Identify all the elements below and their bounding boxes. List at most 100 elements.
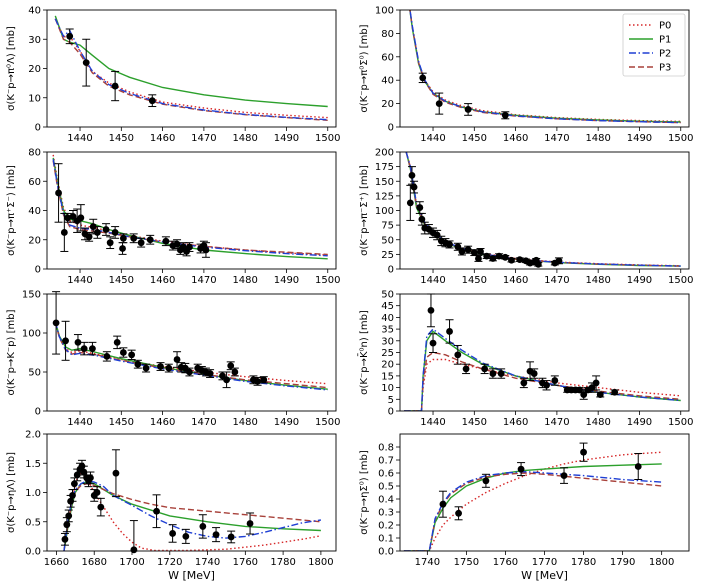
- x-tick-label: 1440: [420, 133, 445, 144]
- y-tick-label: 0.8: [378, 443, 394, 454]
- x-tick-label: 1460: [150, 133, 175, 144]
- experimental-data: [426, 293, 619, 400]
- y-tick-label: 0: [388, 123, 394, 134]
- x-tick-label: 1780: [270, 557, 295, 568]
- data-point: [103, 353, 111, 360]
- plot-frame: [399, 293, 690, 412]
- data-point: [580, 391, 588, 399]
- y-tick-label: 80: [381, 29, 394, 40]
- data-point: [173, 240, 181, 248]
- y-tick-label: 40: [381, 313, 394, 324]
- y-tick-label: 40: [381, 76, 394, 87]
- x-tick-label: 1490: [627, 275, 652, 286]
- data-point: [223, 376, 230, 384]
- data-point: [433, 231, 441, 239]
- y-tick-label: 0.6: [378, 469, 394, 480]
- data-point: [66, 32, 74, 40]
- x-tick-label: 1500: [315, 417, 340, 428]
- y-tick-label: 1.0: [25, 488, 41, 499]
- x-tick-label: 1450: [109, 275, 134, 286]
- y-tick-label: 0: [35, 123, 41, 134]
- data-point: [419, 74, 427, 82]
- data-point: [406, 199, 414, 207]
- y-tick-label: 100: [375, 6, 394, 17]
- data-point: [501, 111, 509, 119]
- data-point: [416, 204, 424, 211]
- y-tick-label: 10: [381, 383, 394, 394]
- data-point: [477, 248, 484, 255]
- data-point: [69, 492, 76, 499]
- chart-panel-6: 1440 1450 1460 1470 1480 1490 1500 051015202530…: [357, 290, 693, 429]
- x-tick-label: 1490: [274, 133, 299, 144]
- y-tick-label: 30: [381, 336, 394, 347]
- x-tick-label: 1700: [119, 557, 144, 568]
- y-tick-label: 20: [28, 64, 41, 75]
- data-point: [199, 523, 207, 530]
- data-point: [454, 351, 462, 359]
- y-tick-label: 50: [28, 368, 41, 379]
- y-tick-label: 0.5: [25, 517, 41, 528]
- data-point: [70, 480, 78, 488]
- data-point: [489, 255, 497, 262]
- x-tick-label: 1450: [462, 275, 487, 286]
- data-point: [93, 229, 101, 236]
- chart-panel-4: 1440 1450 1460 1470 1480 1490 1500 0 25 50 75 100 12…: [359, 148, 693, 287]
- y-tick-label: 30: [28, 35, 41, 46]
- experimental-data: [65, 28, 157, 108]
- x-tick-label: 1460: [503, 417, 528, 428]
- panels-group: 1440 1450 1460 1470 1480 1490 1500 0 10 20 30 40 σ(K…: [6, 6, 693, 583]
- data-point: [186, 243, 193, 251]
- data-point: [254, 377, 261, 385]
- data-point: [165, 364, 173, 372]
- data-point: [462, 365, 470, 373]
- x-tick-label: 1460: [503, 133, 528, 144]
- data-point: [555, 257, 563, 265]
- data-point: [173, 356, 181, 363]
- model-curves: [409, 10, 681, 124]
- x-tick-label: 1780: [571, 557, 596, 568]
- x-tick-label: 1470: [191, 133, 216, 144]
- y-tick-label: 100: [375, 206, 394, 217]
- data-point: [106, 239, 114, 247]
- experimental-data: [54, 163, 210, 258]
- data-point: [111, 229, 119, 236]
- data-point: [446, 328, 453, 335]
- data-point: [102, 226, 110, 233]
- x-tick-label: 1800: [649, 557, 674, 568]
- x-tick-label: 1490: [274, 275, 299, 286]
- series-line-p2: [54, 18, 328, 121]
- x-tick-label: 1500: [315, 133, 340, 144]
- y-tick-label: 0.2: [378, 521, 394, 532]
- experimental-data: [52, 291, 268, 389]
- data-point: [89, 345, 96, 352]
- data-point: [182, 532, 190, 540]
- y-tick-label: 0: [388, 407, 394, 418]
- y-axis-label: σ(K⁻p→π⁺Σ⁻) [mb]: [6, 165, 17, 256]
- data-point: [60, 229, 68, 236]
- x-tick-label: 1480: [585, 417, 610, 428]
- y-tick-label: 20: [28, 235, 41, 246]
- data-point: [464, 246, 472, 254]
- experimental-data: [438, 442, 643, 521]
- data-point: [543, 381, 550, 389]
- y-tick-label: 40: [28, 6, 41, 17]
- series-line-p2: [405, 152, 681, 267]
- data-point: [231, 368, 239, 376]
- data-point: [576, 386, 583, 394]
- data-point: [410, 183, 418, 191]
- data-point: [142, 364, 150, 372]
- x-tick-label: 1440: [67, 417, 92, 428]
- x-tick-label: 1490: [274, 417, 299, 428]
- data-point: [62, 337, 69, 345]
- data-point: [119, 234, 127, 242]
- y-tick-label: 35: [381, 325, 394, 336]
- data-point: [429, 339, 437, 347]
- legend-label: P3: [659, 63, 671, 74]
- y-axis-label: σ(K⁻p→K⁻p) [mb]: [6, 309, 17, 395]
- data-point: [82, 59, 90, 67]
- data-point: [588, 384, 596, 391]
- y-tick-label: 45: [381, 301, 394, 312]
- data-point: [77, 214, 85, 222]
- x-tick-label: 1500: [668, 133, 693, 144]
- x-tick-label: 1660: [44, 557, 69, 568]
